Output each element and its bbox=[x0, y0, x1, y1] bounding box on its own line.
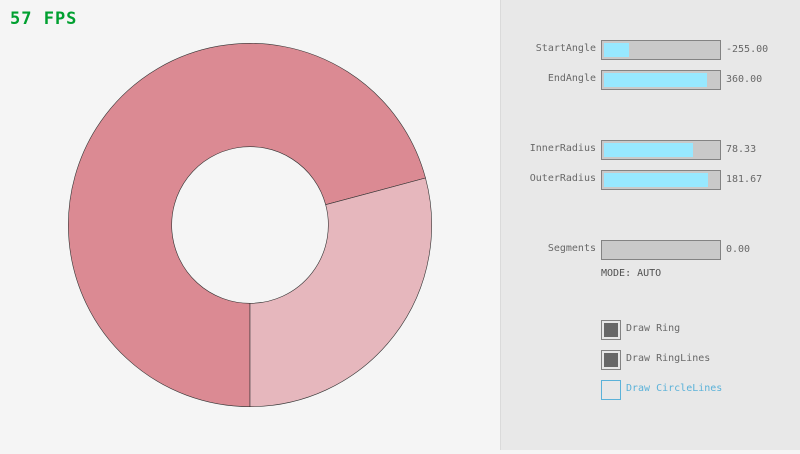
slider-start-angle: StartAngle -255.00 bbox=[501, 40, 800, 60]
slider-value: 181.67 bbox=[726, 174, 763, 185]
slider-value: 0.00 bbox=[726, 244, 751, 255]
slider-fill bbox=[604, 173, 708, 187]
slider-label: EndAngle bbox=[547, 73, 596, 84]
slider-label: OuterRadius bbox=[529, 173, 596, 184]
slider-segments: Segments 0.00 bbox=[501, 240, 800, 260]
outer-radius-slider[interactable] bbox=[601, 170, 721, 190]
segments-slider[interactable] bbox=[601, 240, 721, 260]
slider-label: InnerRadius bbox=[529, 143, 596, 154]
slider-end-angle: EndAngle 360.00 bbox=[501, 70, 800, 90]
fps-counter: 57 FPS bbox=[10, 9, 78, 29]
check-mark bbox=[604, 353, 618, 367]
start-angle-slider[interactable] bbox=[601, 40, 721, 60]
draw-ring-lines-checkbox[interactable] bbox=[601, 350, 621, 370]
slider-fill bbox=[604, 43, 629, 57]
slider-value: 360.00 bbox=[726, 74, 763, 85]
draw-ring-lines-label[interactable]: Draw RingLines bbox=[626, 353, 711, 364]
ring-overlap-segment bbox=[68, 43, 426, 407]
slider-outer-radius: OuterRadius 181.67 bbox=[501, 170, 800, 190]
slider-value: -255.00 bbox=[726, 44, 769, 55]
slider-label: Segments bbox=[547, 243, 596, 254]
mode-label: MODE: AUTO bbox=[601, 268, 662, 279]
slider-inner-radius: InnerRadius 78.33 bbox=[501, 140, 800, 160]
slider-label: StartAngle bbox=[535, 43, 596, 54]
draw-ring-label[interactable]: Draw Ring bbox=[626, 323, 681, 334]
slider-fill bbox=[604, 143, 694, 157]
inner-radius-slider[interactable] bbox=[601, 140, 721, 160]
draw-circle-lines-checkbox[interactable] bbox=[601, 380, 621, 400]
draw-circle-lines-label[interactable]: Draw CircleLines bbox=[626, 383, 723, 394]
ring-canvas: 57 FPS bbox=[10, 9, 432, 407]
slider-fill bbox=[604, 73, 707, 87]
ring-single-segment bbox=[249, 177, 432, 407]
controls-panel: StartAngle -255.00 EndAngle 360.00 Inner… bbox=[500, 0, 800, 450]
draw-ring-checkbox[interactable] bbox=[601, 320, 621, 340]
ring-drawing bbox=[68, 43, 432, 407]
end-angle-slider[interactable] bbox=[601, 70, 721, 90]
slider-value: 78.33 bbox=[726, 144, 757, 155]
check-mark bbox=[604, 323, 618, 337]
